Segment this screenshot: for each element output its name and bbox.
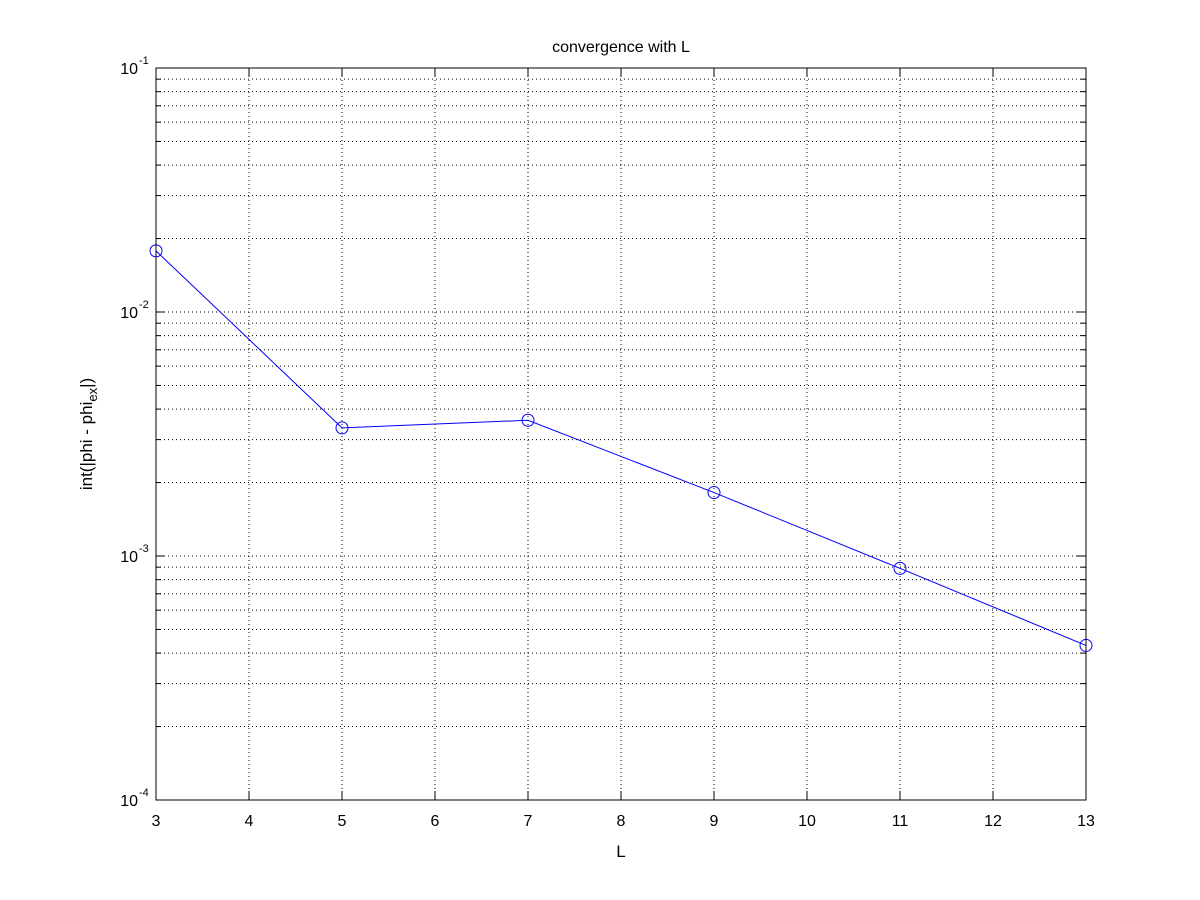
x-tick-label: 8 <box>617 813 626 830</box>
y-tick-label-exponent: -3 <box>139 543 149 555</box>
x-axis-label: L <box>616 842 625 861</box>
y-tick-label: 10 <box>120 61 138 78</box>
y-tick-label-exponent: -2 <box>139 299 149 311</box>
data-point-marker <box>893 561 907 575</box>
grid-lines <box>156 68 1086 800</box>
data-point-marker <box>521 413 535 427</box>
x-tick-label: 6 <box>431 813 440 830</box>
plot-area <box>149 67 1093 801</box>
y-tick-label-exponent: -4 <box>139 787 149 799</box>
x-tick-label: 4 <box>245 813 254 830</box>
x-tick-label: 12 <box>984 813 1002 830</box>
y-axis-label-suffix: |) <box>77 378 96 388</box>
x-tick-label: 11 <box>892 813 909 830</box>
y-tick-label: 10 <box>120 549 138 566</box>
x-tick-label: 9 <box>710 813 719 830</box>
x-tick-label: 13 <box>1077 813 1095 830</box>
chart-title: convergence with L <box>552 39 690 56</box>
y-axis-label-subscript: ex <box>85 387 100 401</box>
y-axis-tick-labels: 10-410-310-210-1 <box>120 55 149 810</box>
x-tick-label: 7 <box>524 813 533 830</box>
x-tick-label: 5 <box>338 813 347 830</box>
axis-ticks <box>155 68 1087 801</box>
y-axis-label: int(|phi - phiex|) <box>77 378 100 490</box>
y-tick-label: 10 <box>120 305 138 322</box>
x-axis-tick-labels: 3 4 5 6 7 8 9 10 11 12 13 <box>152 813 1095 830</box>
series-line <box>155 250 1087 646</box>
x-tick-label: 3 <box>152 813 161 830</box>
y-axis-label-main: int(|phi - phi <box>77 402 96 491</box>
data-point-marker <box>335 421 349 435</box>
data-point-marker <box>707 486 721 500</box>
x-tick-label: 10 <box>798 813 816 830</box>
y-tick-label-exponent: -1 <box>139 55 149 67</box>
y-tick-label: 10 <box>120 793 138 810</box>
